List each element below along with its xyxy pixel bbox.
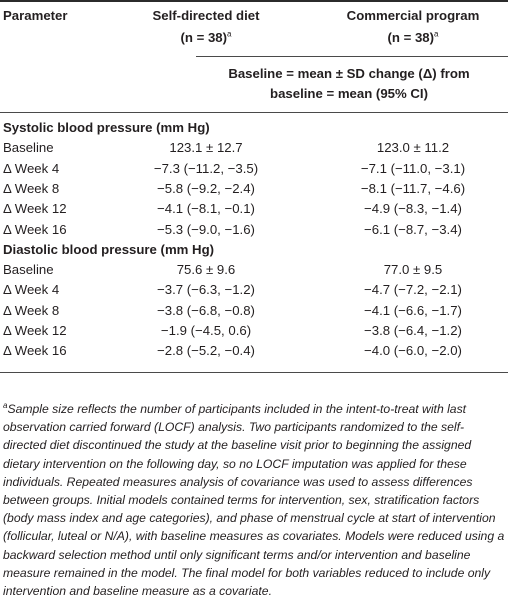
row-label: Δ Week 12 xyxy=(3,201,67,217)
header-self-directed: Self-directed diet xyxy=(152,8,260,23)
cell-self-directed: 123.1 ± 12.7 xyxy=(169,140,243,156)
cell-self-directed: −7.3 (−11.2, −3.5) xyxy=(153,160,259,176)
cell-self-directed: 75.6 ± 9.6 xyxy=(176,262,236,278)
row-label: Baseline xyxy=(3,140,54,156)
footnote-marker: a xyxy=(3,400,8,410)
row-label: Δ Week 8 xyxy=(3,302,60,318)
cell-commercial: −4.9 (−8.3, −1.4) xyxy=(364,201,462,217)
header-subrule xyxy=(196,56,508,57)
cell-commercial: 123.0 ± 11.2 xyxy=(376,140,450,156)
table-bottom-rule xyxy=(0,372,508,373)
cell-commercial: −4.1 (−6.6, −1.7) xyxy=(364,302,462,318)
cell-self-directed: −5.3 (−9.0, −1.6) xyxy=(157,221,255,237)
cell-self-directed: −4.1 (−8.1, −0.1) xyxy=(157,201,255,217)
subheader-line1: Baseline = mean ± SD change (Δ) from xyxy=(228,66,470,81)
row-label: Δ Week 16 xyxy=(3,221,67,237)
row-label: Δ Week 4 xyxy=(3,282,60,298)
cell-self-directed: −2.8 (−5.2, −0.4) xyxy=(157,343,255,359)
cell-self-directed: −5.8 (−9.2, −2.4) xyxy=(157,180,255,196)
section-title: Diastolic blood pressure (mm Hg) xyxy=(3,241,215,257)
header-self-n: (n = 38)a xyxy=(116,30,296,46)
row-label: Δ Week 4 xyxy=(3,160,60,176)
subheader-line2: baseline = mean (95% CI) xyxy=(270,86,428,101)
header-comm-n: (n = 38)a xyxy=(320,30,506,46)
cell-commercial: −8.1 (−11.7, −4.6) xyxy=(360,180,466,196)
row-label: Baseline xyxy=(3,262,54,278)
header-commercial: Commercial program xyxy=(346,8,480,23)
cell-self-directed: −3.8 (−6.8, −0.8) xyxy=(157,302,255,318)
cell-commercial: −4.7 (−7.2, −2.1) xyxy=(364,282,462,298)
header-comm-n-sup: a xyxy=(434,29,439,39)
cell-commercial: 77.0 ± 9.5 xyxy=(383,262,443,278)
row-label: Δ Week 12 xyxy=(3,323,67,338)
header-self-n-text: (n = 38) xyxy=(180,30,228,45)
table-footnote: aSample size reflects the number of part… xyxy=(3,400,506,600)
table-top-rule xyxy=(0,0,508,2)
row-label: Δ Week 16 xyxy=(3,343,67,359)
row-label: Δ Week 8 xyxy=(3,180,60,196)
cell-commercial: −3.8 (−6.4, −1.2) xyxy=(364,323,462,338)
header-bottom-rule xyxy=(0,112,508,113)
cell-self-directed: −3.7 (−6.3, −1.2) xyxy=(157,282,255,298)
section-title: Systolic blood pressure (mm Hg) xyxy=(3,120,210,135)
cell-commercial: −6.1 (−8.7, −3.4) xyxy=(364,221,462,237)
header-comm-n-text: (n = 38) xyxy=(387,30,435,45)
cell-commercial: −4.0 (−6.0, −2.0) xyxy=(364,343,462,359)
header-self-n-sup: a xyxy=(227,29,232,39)
cell-self-directed: −1.9 (−4.5, 0.6) xyxy=(160,323,252,338)
header-parameter: Parameter xyxy=(3,8,68,23)
cell-commercial: −7.1 (−11.0, −3.1) xyxy=(360,160,466,176)
footnote-text: Sample size reflects the number of parti… xyxy=(3,402,505,599)
